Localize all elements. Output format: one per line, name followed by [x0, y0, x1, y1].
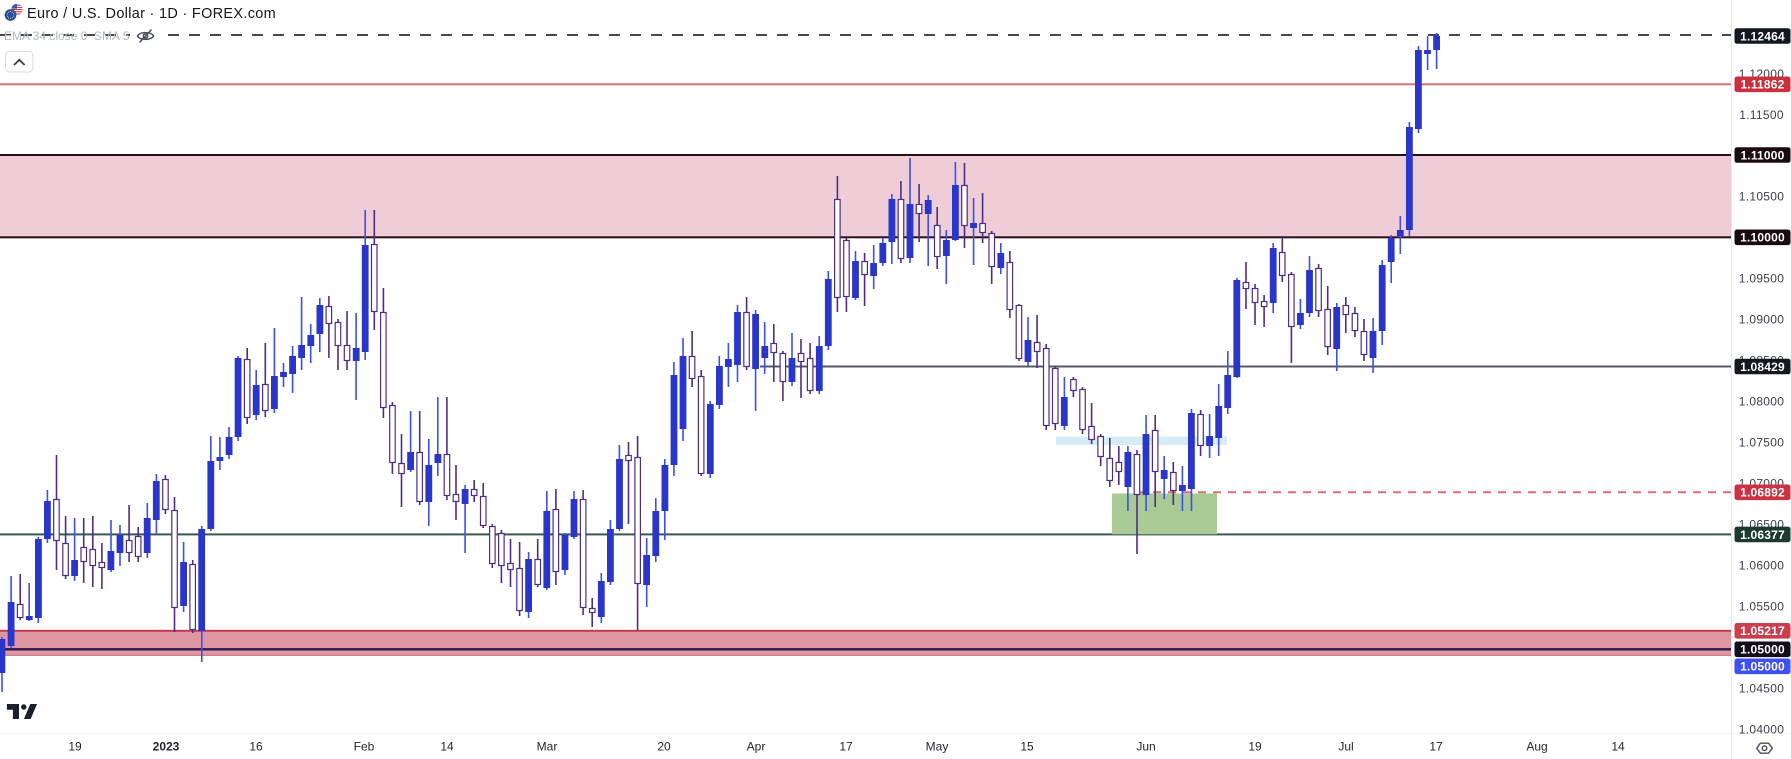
svg-text:1.11862: 1.11862: [1740, 78, 1784, 92]
svg-text:1.10000: 1.10000: [1740, 231, 1785, 245]
svg-text:19: 19: [1248, 740, 1262, 754]
svg-text:1.08429: 1.08429: [1740, 360, 1785, 374]
svg-text:1.06000: 1.06000: [1739, 559, 1785, 573]
svg-text:1.05000: 1.05000: [1740, 660, 1785, 674]
svg-text:1.09000: 1.09000: [1739, 312, 1785, 326]
svg-text:May: May: [926, 740, 949, 754]
svg-text:1.11000: 1.11000: [1740, 148, 1784, 162]
svg-text:Jun: Jun: [1136, 740, 1155, 754]
svg-text:1.06892: 1.06892: [1740, 486, 1785, 500]
svg-text:Aug: Aug: [1526, 740, 1547, 754]
svg-text:1.08000: 1.08000: [1739, 395, 1785, 409]
svg-text:16: 16: [249, 740, 263, 754]
svg-text:1.04000: 1.04000: [1739, 723, 1785, 737]
svg-text:Feb: Feb: [354, 740, 375, 754]
svg-text:Apr: Apr: [747, 740, 766, 754]
svg-text:1.09500: 1.09500: [1739, 271, 1785, 285]
svg-text:1.05000: 1.05000: [1740, 643, 1785, 657]
svg-text:15: 15: [1020, 740, 1034, 754]
svg-text:Mar: Mar: [537, 740, 558, 754]
svg-text:EMA 34 close 0 SMA 5: EMA 34 close 0 SMA 5: [4, 29, 130, 43]
svg-text:1.05500: 1.05500: [1739, 600, 1785, 614]
svg-text:1.10500: 1.10500: [1739, 189, 1785, 203]
svg-text:17: 17: [1429, 740, 1443, 754]
svg-text:2023: 2023: [153, 740, 180, 754]
svg-text:19: 19: [68, 740, 82, 754]
svg-text:1.12464: 1.12464: [1740, 29, 1785, 43]
svg-text:17: 17: [839, 740, 853, 754]
svg-text:Jul: Jul: [1338, 740, 1353, 754]
svg-text:Euro / U.S. Dollar · 1D · FORE: Euro / U.S. Dollar · 1D · FOREX.com: [27, 6, 276, 22]
svg-text:1.07500: 1.07500: [1739, 436, 1785, 450]
svg-text:1.04500: 1.04500: [1739, 682, 1785, 696]
svg-text:14: 14: [1611, 740, 1625, 754]
svg-text:1.11500: 1.11500: [1739, 108, 1784, 122]
svg-text:1.06377: 1.06377: [1740, 528, 1785, 542]
svg-text:20: 20: [657, 740, 671, 754]
svg-text:14: 14: [440, 740, 454, 754]
svg-text:1.05217: 1.05217: [1740, 624, 1785, 638]
